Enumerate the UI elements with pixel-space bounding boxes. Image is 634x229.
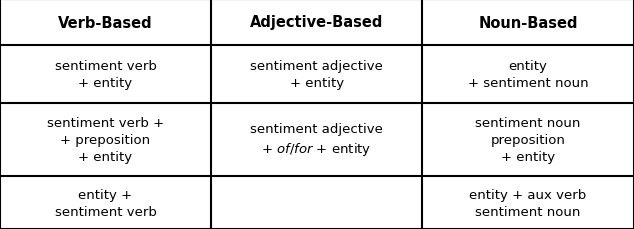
Text: sentiment verb
+ entity: sentiment verb + entity xyxy=(55,60,157,89)
Text: sentiment verb +
+ preposition
+ entity: sentiment verb + + preposition + entity xyxy=(47,116,164,163)
Text: entity
+ sentiment noun: entity + sentiment noun xyxy=(468,60,588,89)
Text: Verb-Based: Verb-Based xyxy=(58,15,153,30)
Text: sentiment adjective
+ entity: sentiment adjective + entity xyxy=(250,60,383,89)
Text: entity + aux verb
sentiment noun: entity + aux verb sentiment noun xyxy=(470,188,586,218)
Text: Noun-Based: Noun-Based xyxy=(479,15,578,30)
Text: sentiment noun
preposition
+ entity: sentiment noun preposition + entity xyxy=(476,116,581,163)
Text: sentiment adjective
+ $\mathit{of/for}$ + entity: sentiment adjective + $\mathit{of/for}$ … xyxy=(250,122,383,157)
Text: entity +
sentiment verb: entity + sentiment verb xyxy=(55,188,157,218)
Text: Adjective-Based: Adjective-Based xyxy=(250,15,384,30)
